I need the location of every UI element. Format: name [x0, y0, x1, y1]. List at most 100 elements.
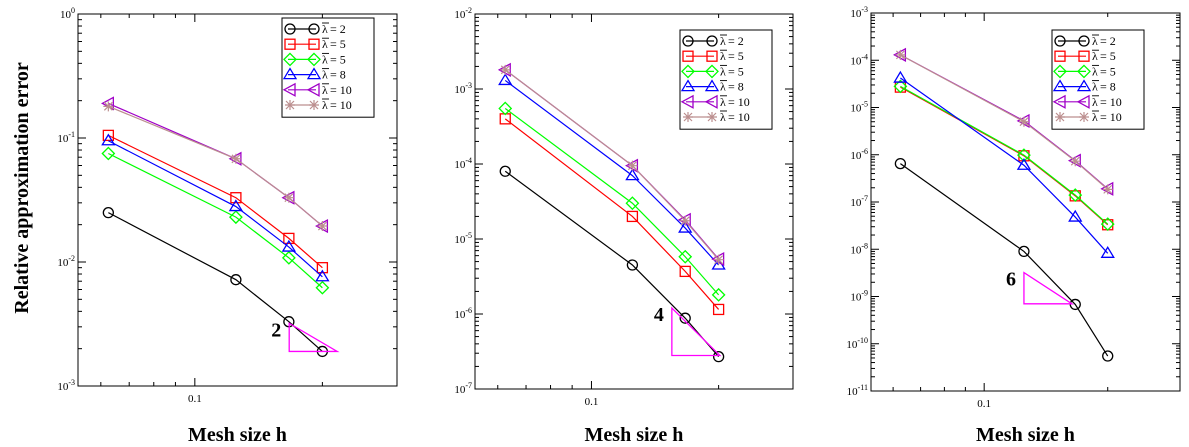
legend-marker [1077, 64, 1091, 79]
legend-label: = 2 [330, 22, 346, 36]
data-point [315, 269, 330, 282]
legend-lambda: λ [720, 34, 726, 48]
series-line [900, 54, 1109, 190]
legend-marker [704, 94, 718, 109]
legend-lambda: λ [322, 83, 328, 97]
legend-label: = 8 [728, 80, 744, 94]
legend-marker [681, 64, 695, 79]
data-point [315, 280, 330, 295]
y-tick-label: 10-5 [454, 231, 472, 246]
legend-marker [307, 52, 321, 67]
y-tick-label: 10-4 [850, 52, 868, 67]
x-tick-label: 0.1 [585, 396, 599, 408]
data-point [230, 192, 242, 204]
legend-marker [309, 100, 319, 110]
legend-marker [282, 82, 296, 97]
data-point [1102, 350, 1114, 362]
y-tick-label: 10-3 [57, 378, 75, 393]
y-tick-label: 10-1 [57, 130, 75, 145]
legend-label: = 10 [1100, 95, 1122, 109]
data-point [316, 262, 329, 274]
slope-triangle [1023, 271, 1075, 305]
legend-marker [1054, 35, 1066, 47]
legend-marker [704, 79, 720, 92]
legend-lambda: λ [720, 80, 726, 94]
legend-marker [308, 38, 320, 50]
legend-marker [1078, 50, 1090, 62]
y-tick-label: 10-6 [454, 306, 472, 321]
legend-marker [1055, 112, 1065, 122]
legend-marker [1054, 50, 1066, 62]
legend-lambda: λ [322, 22, 328, 36]
panel-3: 0.1 10-11 10-10 10-9 10-8 10-7 10-6 10-5 10-4 10-… [846, 5, 1181, 446]
legend-label: = 5 [728, 49, 744, 63]
data-point [712, 303, 725, 316]
legend-label: = 10 [330, 98, 352, 112]
legend-marker [1076, 94, 1090, 109]
data-point [711, 287, 726, 302]
legend-label: = 8 [330, 68, 346, 82]
data-point [500, 64, 511, 75]
legend-marker [282, 67, 298, 80]
data-point [626, 259, 639, 271]
data-point [283, 232, 295, 245]
legend-marker [1053, 64, 1067, 79]
slope-label: 4 [654, 304, 664, 326]
legend-lambda: λ [720, 95, 726, 109]
y-tick-label: 10-11 [847, 383, 868, 398]
legend-marker [306, 67, 322, 80]
data-point [1068, 188, 1083, 203]
x-axis-title: Mesh size h [976, 424, 1075, 446]
data-point [283, 192, 294, 203]
series-line [108, 102, 323, 227]
legend-lambda: λ [1092, 95, 1098, 109]
data-point [680, 215, 691, 226]
data-point [1016, 157, 1032, 170]
series-line [900, 77, 1109, 254]
data-point [228, 210, 243, 225]
data-point [230, 153, 241, 164]
data-point [625, 168, 640, 181]
legend-lambda: λ [322, 52, 328, 66]
y-tick-label: 10-7 [850, 194, 868, 209]
legend-label: = 5 [330, 52, 346, 66]
data-point [627, 160, 638, 171]
legend-label: = 10 [330, 83, 352, 97]
series-line [504, 118, 720, 310]
data-point [679, 265, 691, 278]
y-tick-label: 10-10 [846, 336, 868, 351]
legend-marker [680, 79, 696, 92]
legend-label: = 2 [728, 34, 744, 48]
series-line [900, 163, 1109, 357]
legend-lambda: λ [1092, 49, 1098, 63]
plot-frame [77, 13, 398, 387]
data-point [499, 165, 511, 177]
y-tick-label: 10-8 [850, 241, 868, 256]
y-tick-label: 10-3 [850, 5, 868, 20]
data-point [103, 101, 114, 112]
data-point [317, 221, 328, 232]
legend-marker [283, 52, 297, 67]
legend-lambda: λ [322, 98, 328, 112]
y-tick-label: 10-6 [850, 147, 868, 162]
y-tick-label: 100 [60, 6, 75, 21]
data-point [678, 220, 693, 233]
legend-label: = 10 [1100, 110, 1122, 124]
slope-triangle [288, 322, 340, 353]
legend-marker [1078, 35, 1090, 47]
legend-label: = 10 [728, 110, 750, 124]
data-point [712, 350, 725, 363]
data-point [230, 274, 242, 286]
y-tick-label: 10-7 [454, 381, 472, 396]
legend-lambda: λ [1092, 110, 1098, 124]
legend-marker [284, 38, 296, 50]
data-point [1068, 209, 1083, 222]
series-line [504, 69, 720, 261]
slope-label: 2 [271, 319, 281, 341]
y-tick-label: 10-2 [57, 254, 75, 269]
legend-marker [680, 94, 694, 109]
legend-marker [705, 64, 719, 79]
legend-lambda: λ [1092, 64, 1098, 78]
y-tick-label: 10-5 [850, 100, 868, 115]
